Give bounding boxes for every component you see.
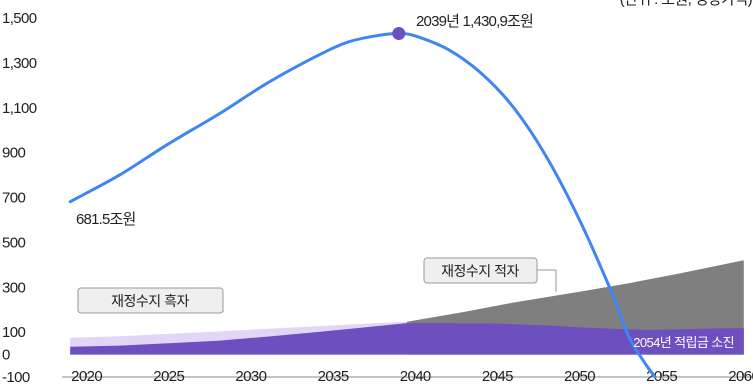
y-tick-label: 1,300 xyxy=(2,55,37,72)
y-tick-label: 1,100 xyxy=(2,100,37,117)
y-axis: 1,500 1,300 1,100 900 700 500 300 100 0 -100 xyxy=(2,10,37,384)
y-tick-label: 300 xyxy=(2,279,25,296)
y-tick-label: 1,500 xyxy=(2,10,37,27)
line-layer xyxy=(68,27,657,379)
deficit-label-box xyxy=(423,257,538,284)
y-tick-label: 700 xyxy=(2,190,25,207)
x-tick-label: 2040 xyxy=(400,368,431,384)
x-tick-label: 2045 xyxy=(482,368,513,384)
y-tick-label: 500 xyxy=(2,234,25,251)
y-tick-label: -100 xyxy=(2,369,30,384)
surplus-label-box xyxy=(77,287,224,314)
surplus-label: 재정수지 흑자 xyxy=(111,293,189,309)
x-tick-label: 2050 xyxy=(564,368,595,384)
peak-value-label: 2039년 1,430,9조원 xyxy=(416,13,533,30)
x-axis: 2020 2025 2030 2035 2040 2045 2050 2055 2060 xyxy=(62,368,753,384)
y-tick-label: 900 xyxy=(2,145,25,162)
unit-label: (단위 : 조원, 경상가격) xyxy=(620,0,753,8)
reserve-area xyxy=(70,323,744,355)
deficit-leader-line xyxy=(537,269,557,292)
area-layers xyxy=(70,260,744,355)
start-value-label: 681.5조원 xyxy=(76,211,136,228)
fund-balance-line xyxy=(68,31,657,379)
x-tick-label: 2035 xyxy=(318,368,349,384)
x-tick-label: 2060 xyxy=(728,368,753,384)
y-tick-label: 100 xyxy=(2,324,25,341)
x-tick-label: 2025 xyxy=(153,368,184,384)
deficit-label: 재정수지 적자 xyxy=(441,263,519,279)
x-tick-label: 2055 xyxy=(646,368,677,384)
peak-marker xyxy=(392,27,406,40)
annotations: 재정수지 흑자 재정수지 적자 681.5조원 2039년 1,430,9조원 … xyxy=(76,13,735,350)
y-tick-label: 0 xyxy=(2,347,10,364)
x-tick-label: 2030 xyxy=(235,368,266,384)
x-tick-label: 2020 xyxy=(71,368,102,384)
depletion-label: 2054년 적립금 소진 xyxy=(633,335,734,350)
